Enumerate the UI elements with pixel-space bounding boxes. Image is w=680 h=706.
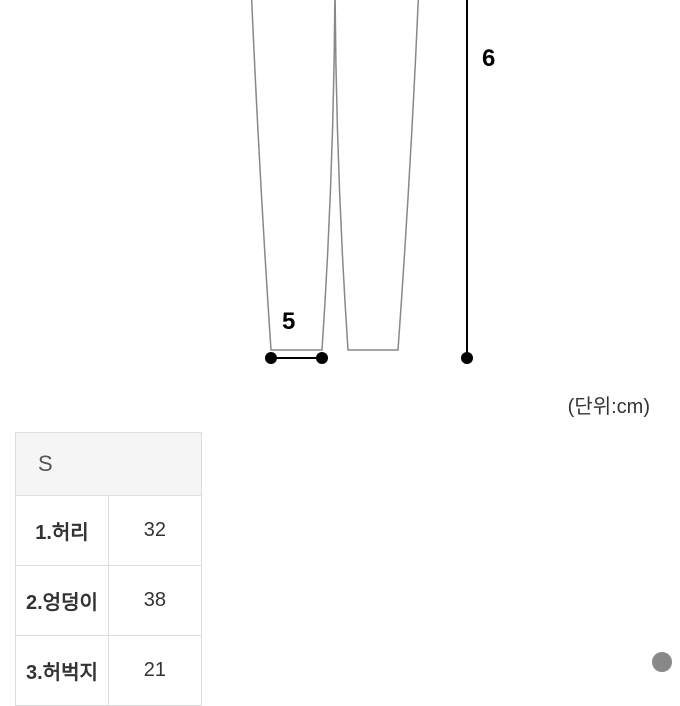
dim6-dot-bottom <box>461 352 473 364</box>
measure-label: 1.허리 <box>16 496 109 566</box>
measure-value: 32 <box>108 496 201 566</box>
measure-label: 2.엉덩이 <box>16 566 109 636</box>
size-header: S <box>16 433 202 496</box>
dim5-dot-left <box>265 352 277 364</box>
size-table: S 1.허리 32 2.엉덩이 38 3.허벅지 21 <box>15 432 202 706</box>
pants-svg <box>0 0 680 400</box>
dim6-label: 6 <box>482 45 495 73</box>
pants-diagram: 5 6 <box>0 0 680 400</box>
right-leg-outline <box>335 0 420 350</box>
dim5-label: 5 <box>282 308 295 336</box>
table-row: 2.엉덩이 38 <box>16 566 202 636</box>
table-row: 3.허벅지 21 <box>16 636 202 706</box>
left-leg-outline <box>250 0 335 350</box>
floating-button[interactable] <box>652 652 672 672</box>
measure-label: 3.허벅지 <box>16 636 109 706</box>
table-row: 1.허리 32 <box>16 496 202 566</box>
size-header-row: S <box>16 433 202 496</box>
dim5-dot-right <box>316 352 328 364</box>
measure-value: 21 <box>108 636 201 706</box>
measure-value: 38 <box>108 566 201 636</box>
unit-label: (단위:cm) <box>568 390 650 419</box>
